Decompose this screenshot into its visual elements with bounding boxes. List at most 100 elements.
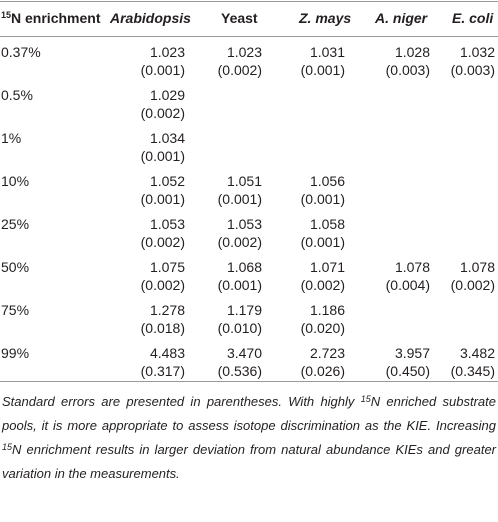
footnote-text: Standard errors are presented in parenth… bbox=[2, 394, 361, 409]
cell-value: 1.051 bbox=[226, 173, 262, 189]
cell: 1.029 (0.002) bbox=[110, 80, 200, 123]
cell-value: 3.957 bbox=[394, 345, 430, 361]
cell-error: (0.001) bbox=[140, 191, 185, 207]
cell-value: 1.053 bbox=[226, 216, 262, 232]
cell-error: (0.002) bbox=[300, 277, 345, 293]
cell-value: 1.078 bbox=[459, 259, 495, 275]
cell-value: 1.028 bbox=[394, 44, 430, 60]
cell-error: (0.001) bbox=[217, 191, 262, 207]
row-label: 75% bbox=[1, 302, 30, 318]
table-body: 0.37% 1.023 (0.001) 1.023 (0.002) 1.031 (0.001… bbox=[0, 37, 498, 382]
cell-value: 1.023 bbox=[149, 44, 185, 60]
header-text: N enrichment bbox=[11, 10, 101, 26]
cell: 1.179 (0.010) bbox=[200, 295, 280, 338]
cell bbox=[365, 80, 440, 123]
cell-value: 1.052 bbox=[149, 173, 185, 189]
cell bbox=[365, 166, 440, 209]
cell: 1.068 (0.001) bbox=[200, 252, 280, 295]
cell-error: (0.001) bbox=[140, 148, 185, 164]
cell-error: (0.003) bbox=[450, 62, 495, 78]
cell bbox=[440, 80, 498, 123]
cell: 1.028 (0.003) bbox=[365, 37, 440, 81]
footnote-text: N enrichment results in larger deviation… bbox=[2, 442, 496, 481]
table-row: 99% 4.483 (0.317) 3.470 (0.536) 2.723 (0.026) 3… bbox=[0, 338, 498, 382]
cell bbox=[200, 80, 280, 123]
cell-error: (0.345) bbox=[450, 363, 495, 379]
cell-value: 1.186 bbox=[309, 302, 345, 318]
table-row: 75% 1.278 (0.018) 1.179 (0.010) 1.186 (0.020) bbox=[0, 295, 498, 338]
cell-value: 4.483 bbox=[149, 345, 185, 361]
cell bbox=[440, 166, 498, 209]
cell: 1.053 (0.002) bbox=[110, 209, 200, 252]
cell-error: (0.004) bbox=[385, 277, 430, 293]
cell: 1.078 (0.004) bbox=[365, 252, 440, 295]
row-label: 10% bbox=[1, 173, 30, 189]
row-label: 0.5% bbox=[1, 87, 33, 103]
cell: 1.032 (0.003) bbox=[440, 37, 498, 81]
cell-value: 3.482 bbox=[459, 345, 495, 361]
cell: 1.023 (0.002) bbox=[200, 37, 280, 81]
cell: 1.051 (0.001) bbox=[200, 166, 280, 209]
cell-value: 1.278 bbox=[149, 302, 185, 318]
superscript: 15 bbox=[360, 394, 371, 404]
cell-value: 1.029 bbox=[149, 87, 185, 103]
header-row: 15N enrichment Arabidopsis Yeast Z. mays A.… bbox=[0, 1, 498, 37]
column-header: A. niger bbox=[375, 10, 428, 26]
cell-error: (0.001) bbox=[217, 277, 262, 293]
cell: 3.957 (0.450) bbox=[365, 338, 440, 382]
cell bbox=[440, 295, 498, 338]
table-row: 0.37% 1.023 (0.001) 1.023 (0.002) 1.031 (0.001… bbox=[0, 37, 498, 81]
cell: 3.470 (0.536) bbox=[200, 338, 280, 382]
cell-error: (0.001) bbox=[300, 234, 345, 250]
cell-value: 1.031 bbox=[309, 44, 345, 60]
cell bbox=[200, 123, 280, 166]
row-label: 50% bbox=[1, 259, 30, 275]
cell: 1.053 (0.002) bbox=[200, 209, 280, 252]
superscript: 15 bbox=[2, 442, 13, 452]
cell: 3.482 (0.345) bbox=[440, 338, 498, 382]
cell bbox=[365, 295, 440, 338]
cell-error: (0.002) bbox=[450, 277, 495, 293]
cell bbox=[440, 123, 498, 166]
cell-error: (0.003) bbox=[385, 62, 430, 78]
cell-error: (0.001) bbox=[300, 191, 345, 207]
cell: 1.031 (0.001) bbox=[280, 37, 365, 81]
cell-value: 1.179 bbox=[226, 302, 262, 318]
footnote: Standard errors are presented in parenth… bbox=[0, 382, 498, 486]
cell: 2.723 (0.026) bbox=[280, 338, 365, 382]
row-label: 25% bbox=[1, 216, 30, 232]
cell-value: 1.071 bbox=[309, 259, 345, 275]
cell-value: 3.470 bbox=[226, 345, 262, 361]
cell-error: (0.317) bbox=[140, 363, 185, 379]
cell: 1.071 (0.002) bbox=[280, 252, 365, 295]
cell bbox=[365, 123, 440, 166]
footnote-text: N enriched substrate pools, it is more a… bbox=[2, 394, 496, 433]
table-row: 25% 1.053 (0.002) 1.053 (0.002) 1.058 (0.001) bbox=[0, 209, 498, 252]
cell bbox=[280, 123, 365, 166]
column-header: Arabidopsis bbox=[110, 10, 191, 26]
cell-value: 1.075 bbox=[149, 259, 185, 275]
cell-error: (0.002) bbox=[217, 62, 262, 78]
table-row: 10% 1.052 (0.001) 1.051 (0.001) 1.056 (0.001) bbox=[0, 166, 498, 209]
cell-value: 1.078 bbox=[394, 259, 430, 275]
cell: 1.075 (0.002) bbox=[110, 252, 200, 295]
cell-error: (0.450) bbox=[385, 363, 430, 379]
cell bbox=[440, 209, 498, 252]
cell: 1.023 (0.001) bbox=[110, 37, 200, 81]
cell: 1.034 (0.001) bbox=[110, 123, 200, 166]
cell-value: 1.053 bbox=[149, 216, 185, 232]
cell-error: (0.536) bbox=[217, 363, 262, 379]
cell: 1.052 (0.001) bbox=[110, 166, 200, 209]
cell-error: (0.010) bbox=[217, 320, 262, 336]
header-label: 15N enrichment bbox=[0, 2, 110, 37]
cell-error: (0.001) bbox=[140, 62, 185, 78]
cell-value: 1.034 bbox=[149, 130, 185, 146]
cell: 1.056 (0.001) bbox=[280, 166, 365, 209]
data-table: 15N enrichment Arabidopsis Yeast Z. mays A.… bbox=[0, 1, 498, 382]
cell: 1.058 (0.001) bbox=[280, 209, 365, 252]
row-label: 1% bbox=[1, 130, 22, 146]
column-header: E. coli bbox=[452, 10, 494, 26]
table-row: 1% 1.034 (0.001) bbox=[0, 123, 498, 166]
cell-error: (0.018) bbox=[140, 320, 185, 336]
cell-value: 1.023 bbox=[226, 44, 262, 60]
